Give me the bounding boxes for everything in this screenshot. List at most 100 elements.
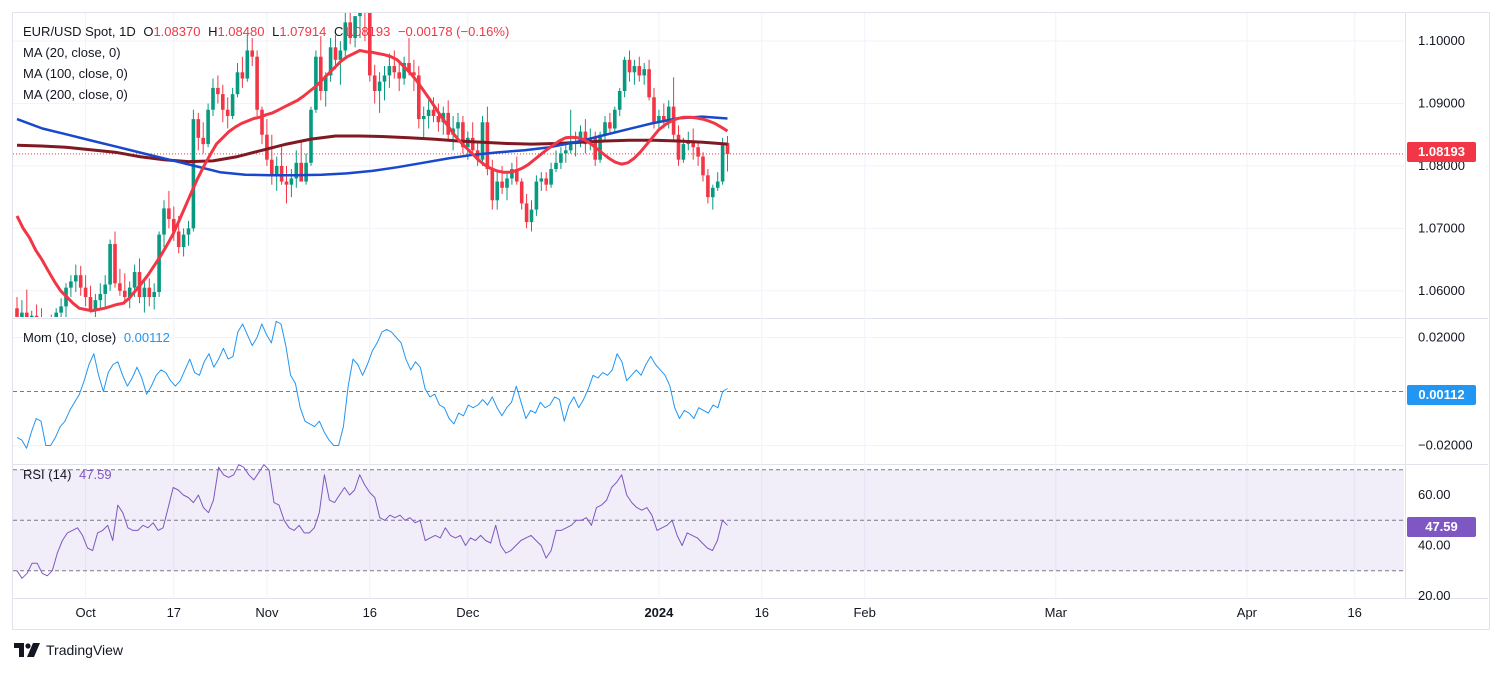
candle-body <box>83 287 88 298</box>
candle-body <box>34 315 39 317</box>
time-tick-label: Dec <box>456 605 480 620</box>
candle-body <box>289 178 294 185</box>
time-tick-label: 2024 <box>644 605 674 620</box>
footer[interactable]: TradingView <box>14 642 123 658</box>
candle-body <box>265 134 269 160</box>
rsi-legend-label: RSI (14) <box>23 467 72 482</box>
candle-body <box>69 281 73 288</box>
candle-body <box>78 275 83 288</box>
candle-body <box>250 50 254 57</box>
rsi-line <box>16 464 728 579</box>
candle-body <box>608 122 612 129</box>
candle-body <box>387 66 392 76</box>
candle-body <box>225 109 230 116</box>
candle-body <box>294 162 299 179</box>
price-tick-label: 1.07000 <box>1418 220 1465 235</box>
candle-body <box>142 287 147 298</box>
candle-body <box>118 283 122 291</box>
candle-body <box>98 293 103 301</box>
footer-brand: TradingView <box>46 642 124 658</box>
candle-body <box>328 47 333 76</box>
close-label: C <box>333 24 344 39</box>
open-label: O <box>143 24 154 39</box>
candle-body <box>211 87 215 110</box>
candle-body <box>534 181 539 210</box>
ma200-legend[interactable]: MA (200, close, 0) <box>23 87 128 102</box>
time-tick-label: 16 <box>363 605 377 620</box>
candle-body <box>363 11 367 13</box>
candle-body <box>343 22 348 51</box>
rsi-tick-label: 40.00 <box>1418 538 1451 553</box>
candle-body <box>108 243 112 285</box>
low-value: 1.07914 <box>279 24 327 39</box>
mom-line <box>16 320 728 449</box>
time-tick-label: Apr <box>1237 605 1258 620</box>
candle-body <box>568 144 573 151</box>
candle-body <box>519 181 524 204</box>
candle-body <box>172 218 176 232</box>
candle-body <box>706 175 710 198</box>
candle-body <box>314 56 318 110</box>
candle-body <box>485 122 490 170</box>
candle-body <box>559 153 563 163</box>
candle-body <box>426 109 431 116</box>
ma20-legend[interactable]: MA (20, close, 0) <box>23 45 121 60</box>
low-label: L <box>272 24 280 39</box>
candle-body <box>632 66 637 73</box>
candle-body <box>662 115 666 123</box>
rsi-legend-value: 47.59 <box>79 467 112 482</box>
high-label: H <box>208 24 218 39</box>
candle-body <box>54 312 58 317</box>
rsi-tick-label: 60.00 <box>1418 487 1451 502</box>
candle-body <box>368 13 372 76</box>
price-tick-label: 1.10000 <box>1418 33 1465 48</box>
mom-legend-label: Mom (10, close) <box>23 330 117 345</box>
mom-legend[interactable]: Mom (10, close) 0.00112 <box>23 330 174 345</box>
candle-body <box>309 109 313 163</box>
ohlc-values: O1.08370 H1.08480 L1.07914 C1.08193 −0.0… <box>143 24 513 39</box>
candle-body <box>157 234 161 293</box>
candle-body <box>323 75 328 92</box>
candle-body <box>622 59 627 92</box>
candle-body <box>539 178 544 182</box>
candle-body <box>40 323 44 329</box>
candle-body <box>176 231 181 248</box>
ma200-line <box>16 134 728 164</box>
candle-body <box>245 50 250 79</box>
candle-body <box>15 308 19 317</box>
high-value: 1.08480 <box>217 24 265 39</box>
candle-body <box>495 181 499 201</box>
rsi-legend[interactable]: RSI (14) 47.59 <box>23 467 116 482</box>
time-tick-label: 16 <box>1347 605 1361 620</box>
time-tick-label: Nov <box>255 605 279 620</box>
open-value: 1.08370 <box>153 24 201 39</box>
candle-body <box>235 72 240 95</box>
candle-body <box>647 69 651 98</box>
candle-body <box>353 16 357 38</box>
price-legend: EUR/USD Spot, 1D O1.08370 H1.08480 L1.07… <box>23 24 517 39</box>
candles-layer <box>15 11 730 329</box>
candle-body <box>676 134 681 160</box>
candle-body <box>358 13 362 17</box>
candle-body <box>167 208 171 219</box>
candle-body <box>29 315 34 317</box>
candle-body <box>470 137 475 151</box>
candle-body <box>598 134 602 160</box>
candle-body <box>554 162 558 170</box>
ma100-legend[interactable]: MA (100, close, 0) <box>23 66 128 81</box>
candle-body <box>221 94 225 110</box>
rsi-tick-label: 20.00 <box>1418 588 1451 603</box>
lines-layer <box>15 49 729 313</box>
ma20-line <box>15 49 729 313</box>
candle-body <box>524 203 529 223</box>
candle-body <box>93 300 98 310</box>
rsi-band <box>13 469 1404 571</box>
candle-body <box>333 47 338 60</box>
candle-body <box>181 234 186 248</box>
candle-body <box>436 115 441 123</box>
price-tick-label: 1.06000 <box>1418 283 1465 298</box>
candle-body <box>382 75 387 82</box>
candle-body <box>147 287 152 298</box>
time-tick-label: Feb <box>853 605 875 620</box>
